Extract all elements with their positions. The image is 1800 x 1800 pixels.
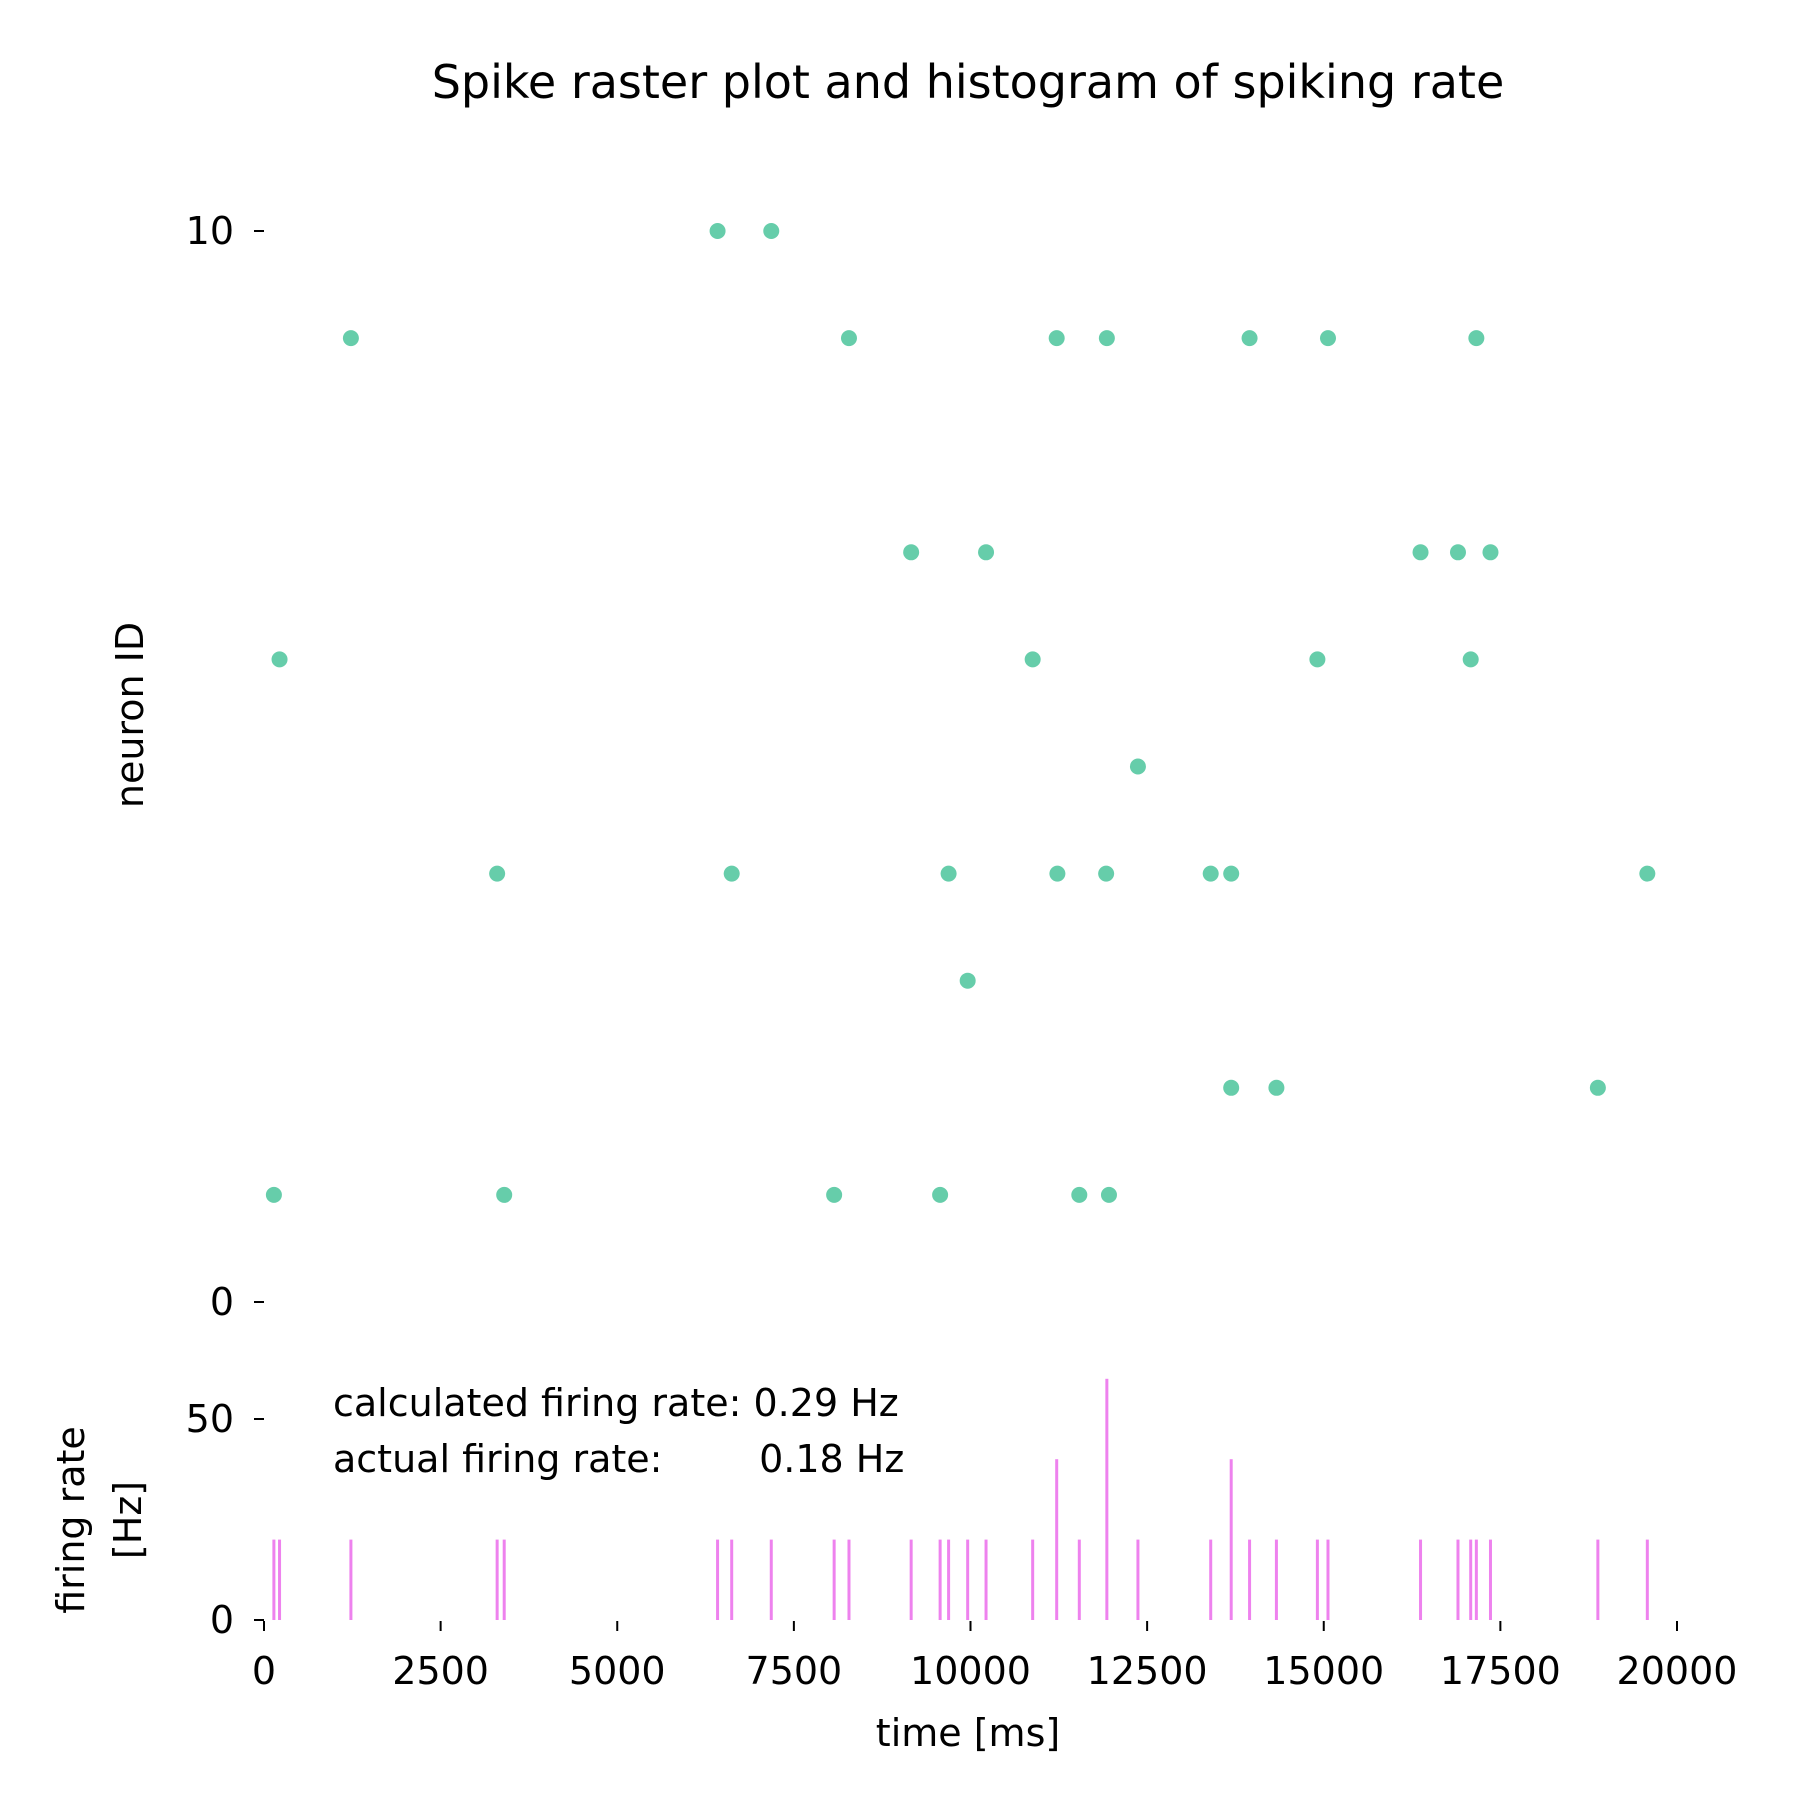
spike-point [1309, 651, 1326, 668]
histogram-bar [1105, 1378, 1109, 1620]
actual-rate-annotation: actual firing rate: 0.18 Hz [333, 1437, 904, 1481]
x-tick-label: 17500 [1440, 1649, 1561, 1693]
spike-points [265, 223, 1656, 1203]
spike-point [959, 972, 976, 989]
histogram-bar [716, 1539, 720, 1620]
spike-point [840, 330, 857, 347]
spike-point [1468, 330, 1485, 347]
x-tick-label: 10000 [910, 1649, 1031, 1693]
histogram-bar [847, 1539, 851, 1620]
histogram-bar [1488, 1539, 1492, 1620]
histogram-y-axis-label-unit: [Hz] [106, 1481, 150, 1559]
spike-point [1100, 1186, 1117, 1203]
spike-point [940, 865, 957, 882]
x-tick-label: 12500 [1087, 1649, 1208, 1693]
calculated-rate-annotation: calculated firing rate: 0.29 Hz [333, 1381, 899, 1425]
chart-title: Spike raster plot and histogram of spiki… [432, 55, 1505, 109]
x-axis-label: time [ms] [876, 1711, 1060, 1755]
histogram-bar [1248, 1539, 1252, 1620]
spike-point [1129, 758, 1146, 775]
spike-point [1048, 330, 1065, 347]
histogram-bar [1209, 1539, 1213, 1620]
spike-point [1049, 865, 1066, 882]
x-tick-label: 2500 [392, 1649, 489, 1693]
spike-point [763, 223, 780, 239]
raster-y-tick-label: 0 [210, 1280, 234, 1324]
histogram-bar [1419, 1539, 1423, 1620]
histogram-bar [984, 1539, 988, 1620]
histogram-bar [769, 1539, 773, 1620]
histogram-bar [1077, 1539, 1081, 1620]
x-tick-label: 7500 [746, 1649, 843, 1693]
histogram-bar [1596, 1539, 1600, 1620]
histogram-bar [1326, 1539, 1330, 1620]
spike-point [496, 1186, 513, 1203]
histogram-bar [1315, 1539, 1319, 1620]
spike-point [1071, 1186, 1088, 1203]
histogram-bar [1055, 1459, 1059, 1620]
spike-point [1482, 544, 1499, 561]
spike-point [1223, 865, 1240, 882]
spike-point [1462, 651, 1479, 668]
histogram-panel: 0 50 0 2500 5000 7500 10000 12500 15000 17500 200… [49, 1378, 1738, 1755]
histogram-bar [1474, 1539, 1478, 1620]
spike-point [932, 1186, 949, 1203]
histogram-bar [502, 1539, 506, 1620]
spike-point [903, 544, 920, 561]
histogram-bar [1031, 1539, 1035, 1620]
histogram-bar [495, 1539, 499, 1620]
raster-y-axis-label: neuron ID [108, 622, 152, 808]
spike-point [723, 865, 740, 882]
spike-point [1098, 330, 1115, 347]
raster-y-axis: 0 10 [186, 209, 264, 1324]
spike-point [978, 544, 995, 561]
histogram-bar [730, 1539, 734, 1620]
histogram-bar [832, 1539, 836, 1620]
spike-point [265, 1186, 282, 1203]
histogram-bar [1136, 1539, 1140, 1620]
spike-point [489, 865, 506, 882]
histogram-y-tick-label: 50 [186, 1397, 234, 1441]
histogram-bar [1456, 1539, 1460, 1620]
histogram-bar [1274, 1539, 1278, 1620]
spike-point [1589, 1079, 1606, 1096]
histogram-bar [278, 1539, 282, 1620]
histogram-bar [1469, 1539, 1473, 1620]
spike-point [1241, 330, 1258, 347]
x-tick-label: 5000 [569, 1649, 666, 1693]
x-tick-label: 0 [252, 1649, 276, 1693]
spike-point [1319, 330, 1336, 347]
spike-point [1202, 865, 1219, 882]
spike-point [826, 1186, 843, 1203]
histogram-y-tick-label: 0 [210, 1598, 234, 1642]
histogram-x-axis: 0 2500 5000 7500 10000 12500 15000 17500 20000 [252, 1621, 1738, 1693]
raster-panel: 0 10 neuron ID [108, 209, 1656, 1324]
spike-point [1024, 651, 1041, 668]
spike-point [342, 330, 359, 347]
histogram-bar [909, 1539, 913, 1620]
spike-point [1268, 1079, 1285, 1096]
spike-point [1639, 865, 1656, 882]
histogram-bar [947, 1539, 951, 1620]
histogram-y-axis: 0 50 [186, 1397, 264, 1642]
spike-point [1412, 544, 1429, 561]
spike-point [709, 223, 726, 239]
histogram-bars [272, 1378, 1649, 1620]
spike-point [1098, 865, 1115, 882]
spike-point [1223, 1079, 1240, 1096]
x-tick-label: 20000 [1617, 1649, 1738, 1693]
raster-y-tick-label: 10 [186, 209, 234, 253]
histogram-bar [1229, 1459, 1233, 1620]
histogram-bar [966, 1539, 970, 1620]
histogram-y-axis-label: firing rate [49, 1426, 93, 1614]
histogram-bar [1645, 1539, 1649, 1620]
spike-point [271, 651, 288, 668]
x-tick-label: 15000 [1263, 1649, 1384, 1693]
spike-point [1449, 544, 1466, 561]
histogram-bar [349, 1539, 353, 1620]
histogram-bar [272, 1539, 276, 1620]
histogram-bar [938, 1539, 942, 1620]
